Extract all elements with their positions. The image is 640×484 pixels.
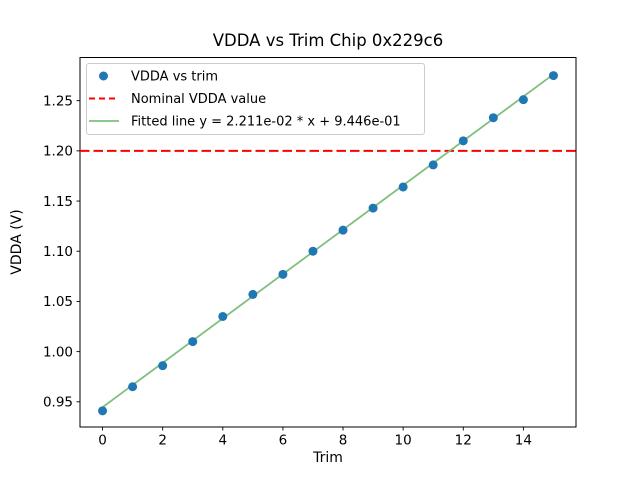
x-tick-label: 6 [279, 433, 288, 449]
data-point [338, 225, 348, 235]
x-tick-label: 0 [98, 433, 107, 449]
x-tick-label: 12 [455, 433, 472, 449]
data-point [398, 182, 408, 192]
legend-scatter-marker-icon [99, 71, 108, 81]
data-point [368, 203, 378, 213]
legend-frame [86, 63, 425, 135]
plot-area [79, 57, 577, 428]
y-tick-label: 1.20 [43, 144, 73, 160]
y-axis-label: VDDA (V) [9, 209, 25, 274]
legend-label-fit: Fitted line y = 2.211e-02 * x + 9.446e-0… [131, 115, 401, 130]
y-tick-label: 1.00 [43, 344, 73, 360]
data-point [458, 136, 468, 146]
data-point [518, 95, 528, 105]
data-point [248, 289, 258, 299]
x-tick-label: 8 [339, 433, 348, 449]
data-point [548, 71, 558, 81]
data-point [278, 269, 288, 279]
chart-title: VDDA vs Trim Chip 0x229c6 [213, 31, 444, 50]
data-point [218, 311, 228, 321]
legend: VDDA vs trim Nominal VDDA value Fitted l… [86, 63, 425, 135]
x-tick-label: 2 [158, 433, 167, 449]
y-tick-label: 1.25 [43, 93, 73, 109]
data-point [488, 113, 498, 123]
x-axis-label: Trim [312, 450, 343, 466]
data-point [128, 382, 138, 392]
data-point [188, 337, 198, 347]
data-point [428, 160, 438, 170]
plot-series [80, 71, 576, 416]
data-point [158, 361, 168, 371]
legend-label-scatter: VDDA vs trim [131, 70, 218, 85]
legend-label-nominal: Nominal VDDA value [131, 92, 266, 107]
x-tick-label: 10 [395, 433, 412, 449]
data-point [98, 406, 108, 416]
y-tick-label: 1.05 [43, 294, 73, 310]
x-tick-label: 4 [218, 433, 227, 449]
data-point [308, 246, 318, 256]
axis-ticks: 0 2 4 6 8 10 12 14 0.95 1.00 1.05 1.10 1.15 1.20 1.25 [43, 93, 532, 448]
y-tick-label: 0.95 [43, 395, 73, 411]
x-tick-label: 14 [515, 433, 532, 449]
y-tick-label: 1.15 [43, 194, 73, 210]
fitted-line [102, 73, 554, 408]
y-tick-label: 1.10 [43, 244, 73, 260]
